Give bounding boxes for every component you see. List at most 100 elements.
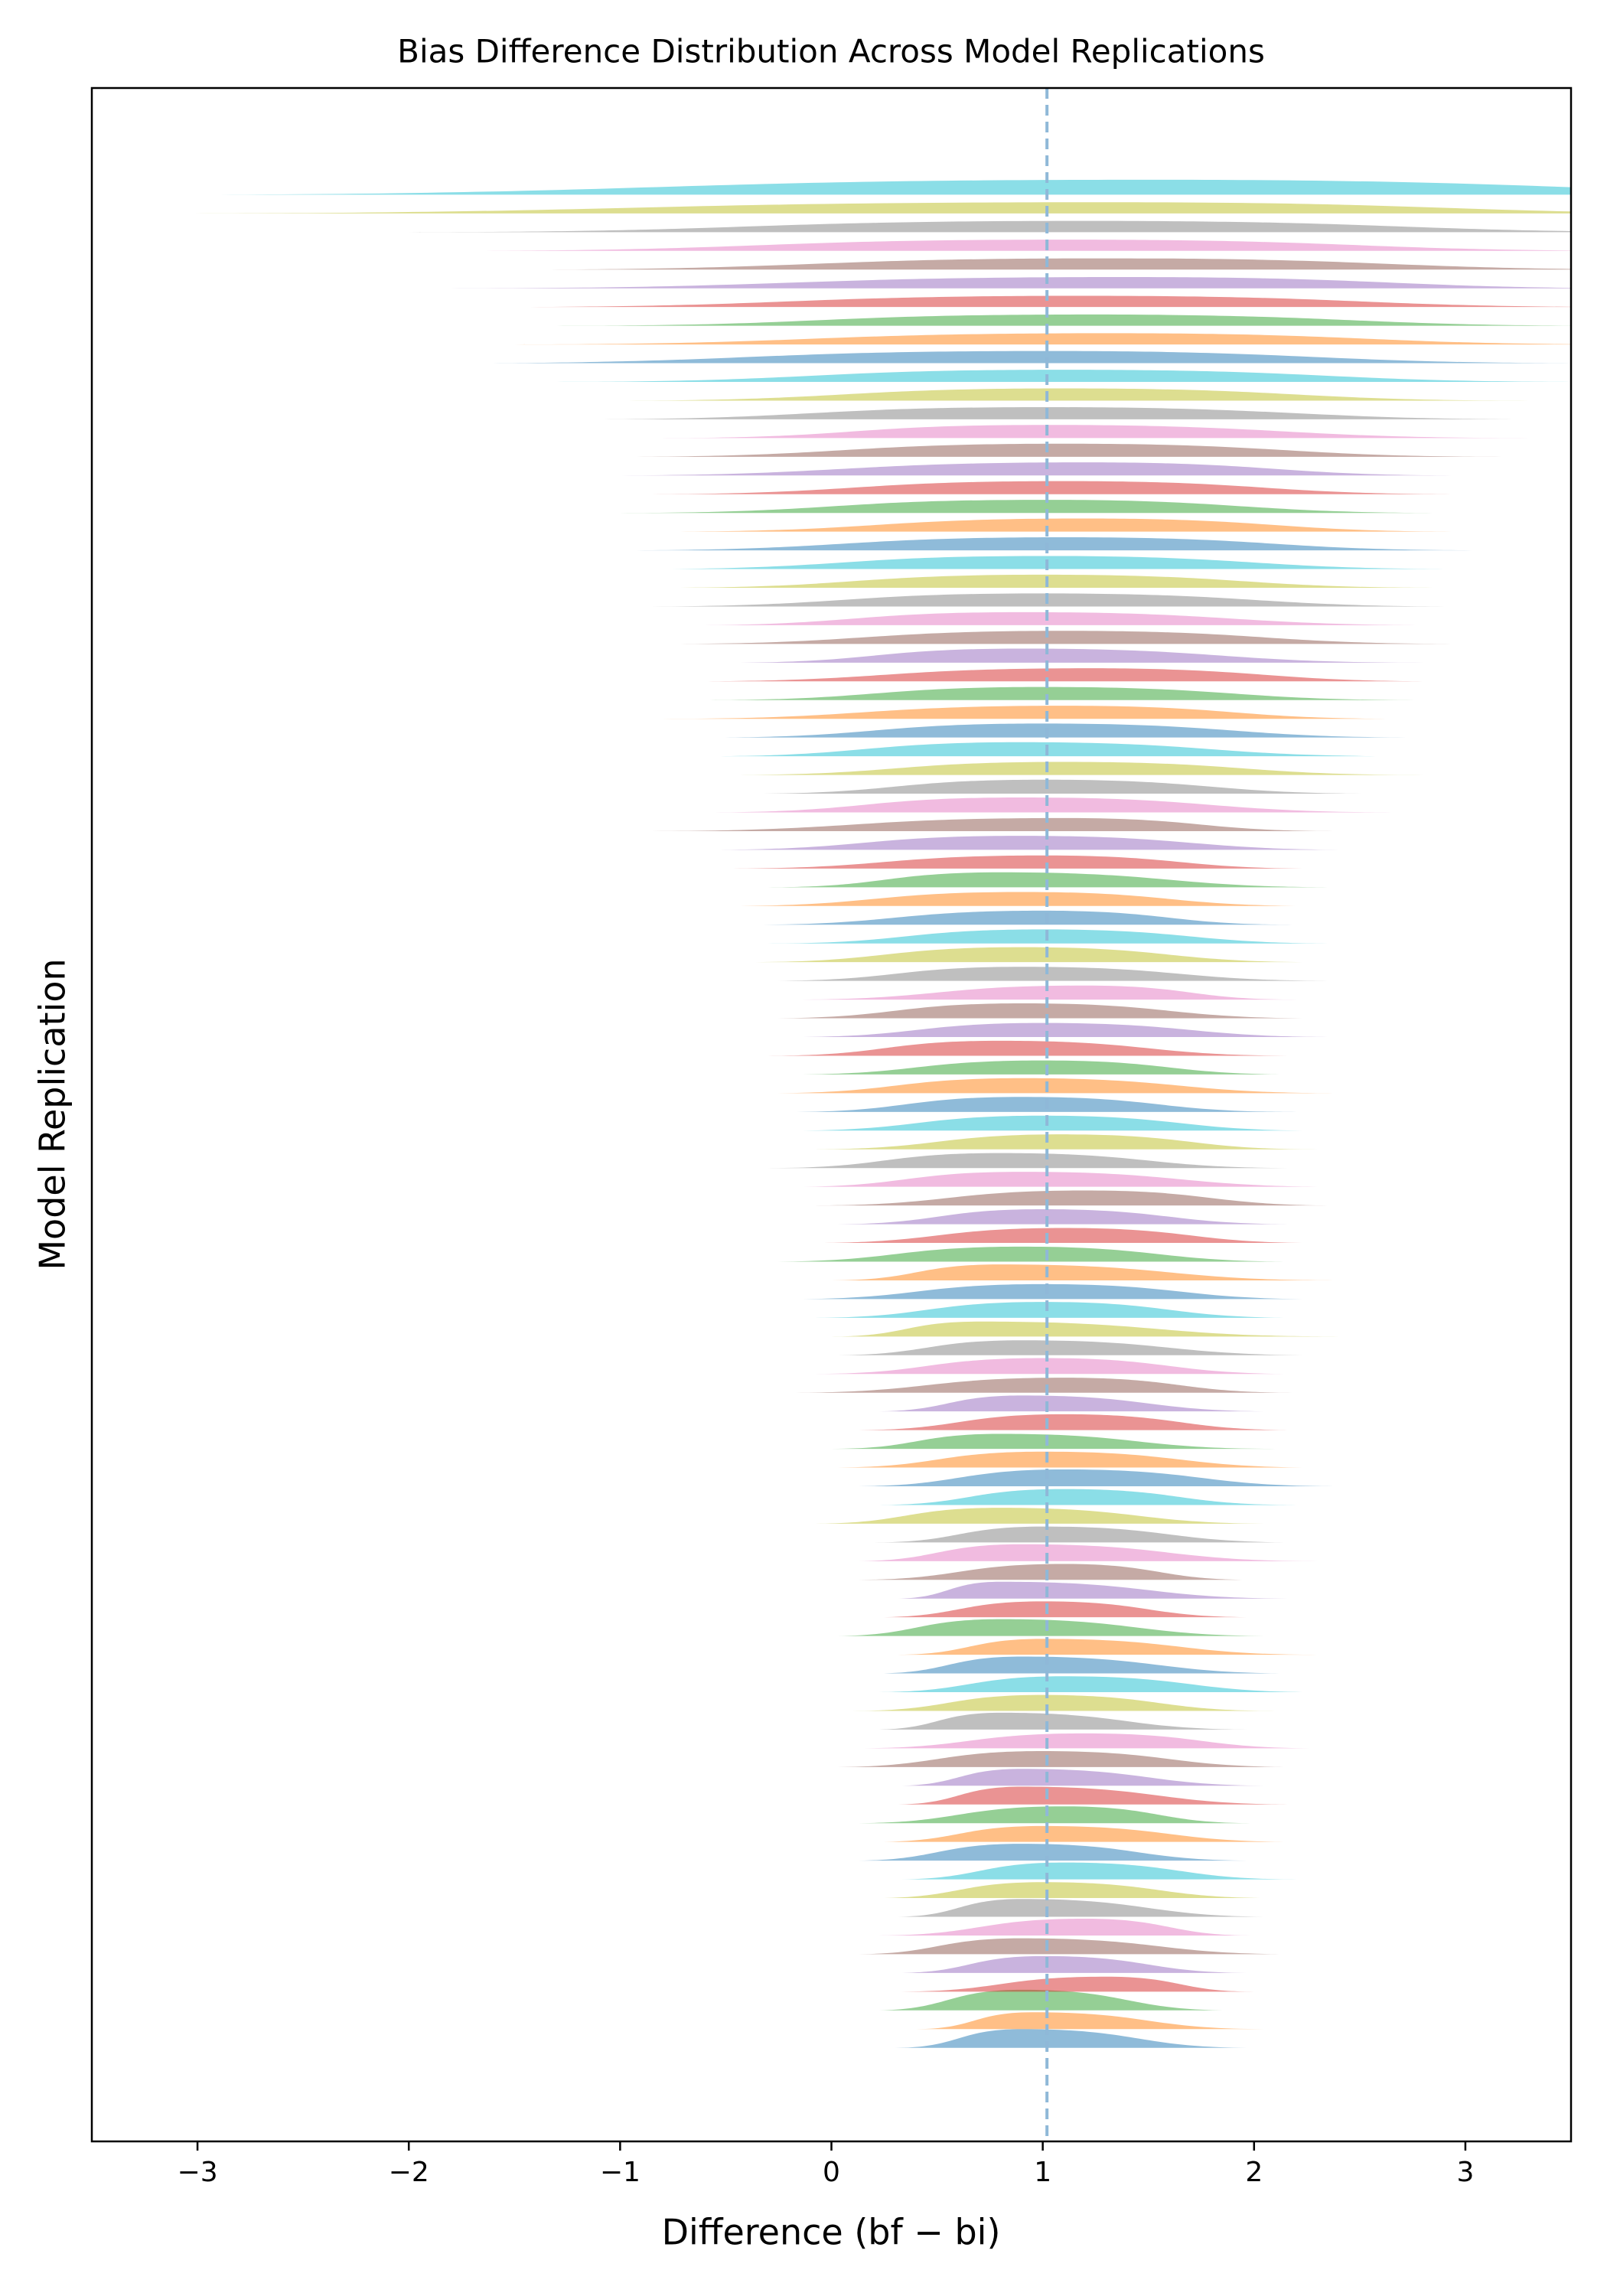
ridge (514, 333, 1571, 345)
ridge (789, 1172, 1339, 1187)
ridge (451, 277, 1571, 289)
ridge (810, 1228, 1318, 1244)
ridge (873, 1825, 1297, 1842)
ridge (578, 407, 1550, 419)
ridge (873, 1882, 1276, 1899)
ridge (873, 1676, 1318, 1693)
ridge (704, 687, 1423, 700)
ridge (683, 612, 1445, 625)
ridge (852, 1806, 1254, 1824)
x-tick-label: −3 (178, 2157, 218, 2188)
ridge (810, 1302, 1297, 1318)
ridge (852, 1844, 1254, 1861)
ridge (895, 1976, 1254, 1992)
ridge (873, 1656, 1297, 1674)
ridge (810, 1190, 1339, 1206)
ridge (810, 1358, 1297, 1375)
ridge (620, 388, 1529, 401)
ridge (895, 1769, 1276, 1786)
ridge (493, 295, 1571, 308)
ridge (789, 1022, 1339, 1038)
ridge (831, 1264, 1339, 1280)
ridge (620, 500, 1445, 514)
ridge (852, 1733, 1318, 1749)
ridge (598, 462, 1465, 476)
ridge (747, 910, 1297, 925)
x-tick-label: −1 (600, 2157, 641, 2188)
ridge (852, 1938, 1297, 1955)
ridge (852, 1564, 1254, 1580)
ridge (873, 1526, 1297, 1543)
chart-title: Bias Difference Distribution Across Mode… (397, 33, 1265, 70)
ridge (155, 179, 1571, 195)
ridge (768, 1246, 1297, 1262)
ridge (747, 947, 1318, 963)
ridge (768, 967, 1339, 981)
ridge (662, 706, 1403, 719)
ridge (620, 536, 1487, 551)
ridge (852, 1469, 1339, 1486)
ridge (768, 1078, 1339, 1094)
x-tick-label: 3 (1456, 2157, 1474, 2188)
ridge (895, 2029, 1254, 2048)
y-axis-label: Model Replication (32, 958, 73, 1270)
ridge (852, 1414, 1297, 1430)
ridge (789, 1097, 1297, 1112)
ridge (873, 1989, 1234, 2011)
ridge (831, 1619, 1276, 1636)
ridge (451, 240, 1571, 251)
ridge (789, 1378, 1297, 1393)
ridge (873, 1489, 1297, 1505)
ridge (915, 2012, 1265, 2030)
ridge (895, 1581, 1297, 1599)
ridge (895, 1786, 1297, 1805)
ridge (831, 1321, 1339, 1337)
ridge (641, 593, 1465, 607)
ridge (895, 1899, 1276, 1917)
ridge (725, 762, 1423, 775)
x-tick-label: 2 (1245, 2157, 1263, 2188)
ridge (873, 1712, 1254, 1730)
ridge (831, 1433, 1276, 1450)
ridge (831, 1209, 1297, 1225)
x-tick-label: 0 (823, 2157, 840, 2188)
ridge (831, 1451, 1318, 1468)
ridge (641, 481, 1465, 494)
ridge (155, 202, 1571, 214)
ridge (768, 929, 1339, 944)
ridge (556, 370, 1571, 382)
ridge (683, 668, 1445, 682)
ridge (725, 892, 1318, 906)
x-tick-label: −2 (389, 2157, 429, 2188)
ridge (768, 1153, 1297, 1169)
ridge (662, 574, 1445, 589)
ridge (704, 836, 1360, 850)
ridge (768, 1040, 1297, 1056)
ridge (662, 425, 1529, 439)
ridge (620, 443, 1508, 457)
ridges (155, 88, 1571, 2141)
ridge (768, 1003, 1318, 1019)
ridge (895, 1955, 1254, 1973)
ridge (704, 742, 1403, 757)
ridge (873, 1918, 1254, 1936)
ridge (789, 1283, 1318, 1300)
ridge (789, 1115, 1318, 1131)
ridge (725, 855, 1318, 869)
ridge (873, 1601, 1254, 1618)
ridge (747, 779, 1381, 794)
ridge (831, 1751, 1297, 1767)
ridge (852, 1694, 1276, 1711)
ridge (704, 723, 1423, 738)
ridge (641, 817, 1339, 831)
ridge (852, 1544, 1318, 1561)
x-tick-label: 1 (1034, 2157, 1051, 2188)
ridge (873, 1395, 1276, 1412)
ridge (725, 648, 1423, 663)
ridge (409, 220, 1571, 233)
ridge (895, 1639, 1318, 1655)
ridge (662, 518, 1465, 532)
ridge (451, 351, 1571, 364)
